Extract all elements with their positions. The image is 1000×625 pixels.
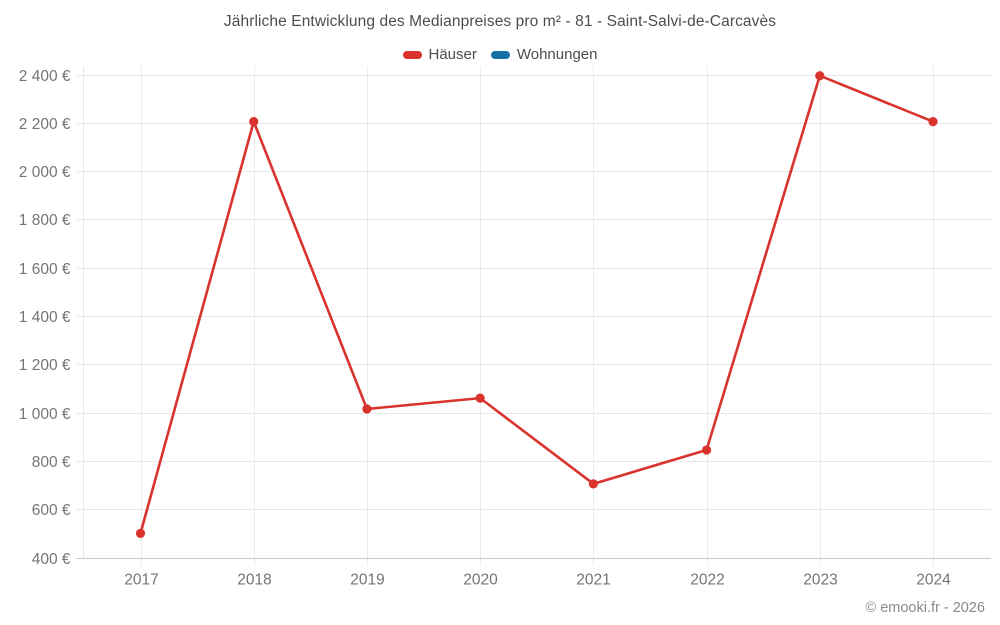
legend: Häuser Wohnungen xyxy=(0,46,1000,63)
svg-text:2023: 2023 xyxy=(803,572,837,589)
svg-text:2 400 €: 2 400 € xyxy=(19,68,71,85)
legend-label-haeuser: Häuser xyxy=(428,46,477,63)
svg-text:800 €: 800 € xyxy=(32,454,71,471)
legend-label-wohnungen: Wohnungen xyxy=(516,46,598,63)
svg-text:2017: 2017 xyxy=(124,572,158,589)
svg-text:2018: 2018 xyxy=(237,572,271,589)
haeuser-swatch-icon xyxy=(402,50,422,59)
wohnungen-swatch-icon xyxy=(490,50,510,59)
watermark: © emooki.fr - 2026 xyxy=(865,600,985,616)
svg-text:2021: 2021 xyxy=(576,572,610,589)
legend-item-wohnungen[interactable]: Wohnungen xyxy=(490,46,598,63)
svg-text:400 €: 400 € xyxy=(32,551,71,568)
svg-text:2024: 2024 xyxy=(916,572,951,589)
legend-item-haeuser[interactable]: Häuser xyxy=(402,46,477,63)
svg-text:2 200 €: 2 200 € xyxy=(19,116,71,133)
svg-text:2 000 €: 2 000 € xyxy=(19,164,71,181)
svg-text:1 400 €: 1 400 € xyxy=(19,309,71,326)
chart-title: Jährliche Entwicklung des Medianpreises … xyxy=(223,13,777,30)
svg-text:1 200 €: 1 200 € xyxy=(19,357,71,374)
svg-text:2022: 2022 xyxy=(690,572,724,589)
svg-text:2019: 2019 xyxy=(350,572,384,589)
svg-text:2020: 2020 xyxy=(463,572,498,589)
svg-text:600 €: 600 € xyxy=(32,502,71,519)
svg-text:1 800 €: 1 800 € xyxy=(19,212,71,229)
svg-text:1 000 €: 1 000 € xyxy=(19,406,71,423)
svg-text:1 600 €: 1 600 € xyxy=(19,261,71,278)
